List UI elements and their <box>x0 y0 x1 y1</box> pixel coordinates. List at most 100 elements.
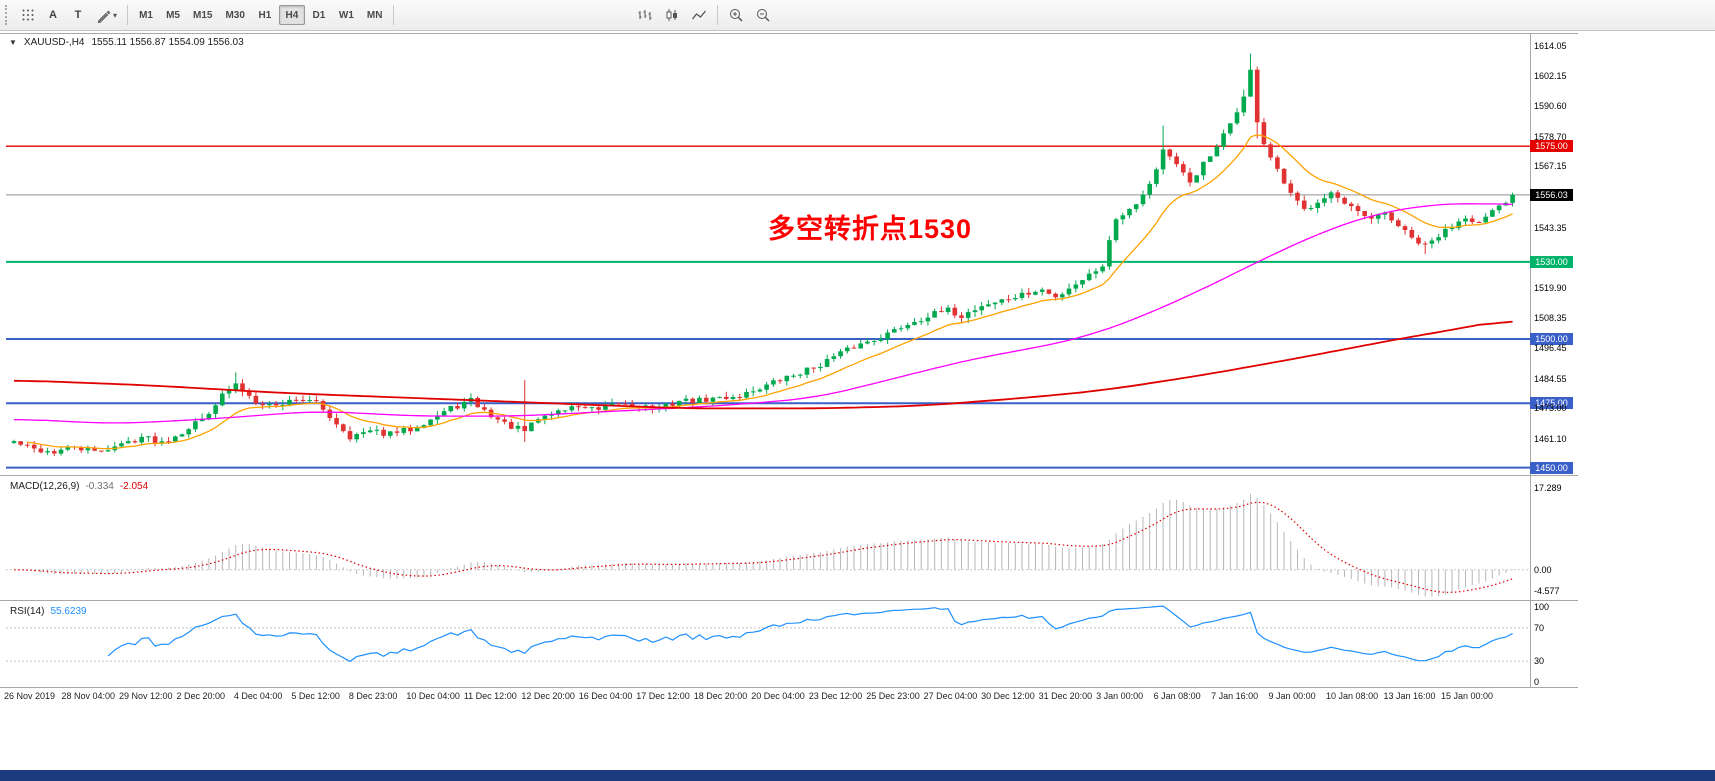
toolbar: A T ▾ M1 M5 M15 M30 H1 H4 D1 W1 MN <box>0 0 1715 31</box>
timeframe-m15-button[interactable]: M15 <box>193 9 213 21</box>
candle-body <box>569 406 575 411</box>
candle-body <box>804 367 810 375</box>
candle-body <box>347 431 353 440</box>
candle-body <box>616 403 622 405</box>
candle-body <box>912 322 917 325</box>
timeframe-d1-button[interactable]: D1 <box>312 9 326 21</box>
moving-averages-group <box>13 134 1513 450</box>
candle-body <box>220 393 225 406</box>
bar-chart-button[interactable] <box>632 4 658 26</box>
candle-body <box>831 356 837 359</box>
candle-body <box>1476 222 1482 223</box>
candle-body <box>952 307 958 316</box>
candle-body <box>925 317 931 322</box>
symbol-dropdown-icon[interactable]: ▼ <box>9 38 17 47</box>
timeframe-mn-button[interactable]: MN <box>366 9 383 21</box>
candle-body <box>690 398 695 403</box>
candle-body <box>246 391 252 396</box>
candle-body <box>824 359 830 367</box>
macd-main-value: -0.334 <box>85 481 114 492</box>
candle-body <box>1120 215 1126 220</box>
candle-body <box>1013 298 1018 300</box>
timeframe-m5-button[interactable]: M5 <box>166 9 180 21</box>
candle-body <box>972 310 978 313</box>
zoom-out-icon <box>757 9 771 22</box>
candle-body <box>367 430 373 433</box>
candle-body <box>871 341 877 342</box>
candle-body <box>1261 122 1267 145</box>
timeframe-h1-button[interactable]: H1 <box>258 9 272 21</box>
snap-grid-button[interactable] <box>16 4 40 26</box>
macd-signal-line <box>13 501 1513 593</box>
candle-body <box>1436 237 1441 241</box>
candle-body <box>623 403 628 405</box>
candle-body <box>1268 144 1273 158</box>
zoom-out-button[interactable] <box>750 4 776 26</box>
ma-slow-line <box>13 320 1513 410</box>
candle-body <box>1100 266 1105 272</box>
candle-body <box>629 403 635 407</box>
candle-body <box>556 410 561 415</box>
candle-body <box>1342 197 1347 204</box>
candle-body <box>206 413 212 419</box>
candle-body <box>959 315 964 318</box>
symbol-label: XAUUSD-,H4 <box>23 37 85 48</box>
candle-body <box>750 391 756 393</box>
candle-body <box>1026 292 1031 295</box>
candle-body <box>992 302 998 305</box>
candle-body <box>683 398 689 401</box>
candle-body <box>253 395 259 404</box>
candle-body <box>455 406 460 409</box>
insert-text-button[interactable]: A <box>49 9 57 21</box>
candle-body <box>549 414 554 416</box>
candle-body <box>932 311 937 318</box>
candlestick-chart-button[interactable] <box>659 4 685 26</box>
timeframe-m30-button[interactable]: M30 <box>225 9 245 21</box>
candle-body <box>999 299 1005 303</box>
candle-body <box>1093 271 1099 274</box>
candle-body <box>1322 198 1327 203</box>
candle-body <box>582 407 588 409</box>
candle-body <box>25 444 30 446</box>
candle-body <box>166 441 171 443</box>
toolbar-drag-handle[interactable] <box>5 5 10 25</box>
text-label-button[interactable]: T <box>74 9 82 21</box>
candle-body <box>193 421 198 430</box>
bottom-bar <box>0 770 1715 781</box>
candle-body <box>1254 69 1260 123</box>
candle-body <box>1328 192 1334 199</box>
candle-body <box>1019 292 1025 298</box>
candle-body <box>609 403 615 406</box>
chart-annotation-text[interactable]: 多空转折点1530 <box>768 214 973 244</box>
candle-body <box>797 374 803 376</box>
chevron-down-icon: ▾ <box>113 10 118 20</box>
candle-body <box>502 419 507 422</box>
candle-body <box>697 397 702 403</box>
candle-body <box>1046 289 1052 294</box>
candle-body <box>1449 228 1455 229</box>
candle-body <box>31 444 37 449</box>
candle-body <box>865 341 870 344</box>
candle-body <box>851 347 857 349</box>
candle-body <box>737 397 743 398</box>
timeframe-w1-button[interactable]: W1 <box>338 9 354 21</box>
candle-body <box>1335 192 1341 198</box>
candle-body <box>38 448 44 453</box>
candle-body <box>388 431 393 436</box>
timeframe-h4-button[interactable]: H4 <box>278 5 305 25</box>
zoom-in-button[interactable] <box>723 4 749 26</box>
candle-body <box>1422 243 1428 245</box>
candle-body <box>1214 146 1220 157</box>
candle-body <box>529 422 534 432</box>
timeframe-m1-button[interactable]: M1 <box>139 9 153 21</box>
candle-body <box>1443 228 1448 238</box>
drawing-tools-dropdown[interactable]: ▾ <box>91 4 122 26</box>
candle-body <box>11 441 17 443</box>
candle-body <box>267 403 272 406</box>
candle-body <box>838 351 843 357</box>
line-chart-button[interactable] <box>686 4 712 26</box>
candle-body <box>1409 230 1415 238</box>
candle-body <box>226 390 232 394</box>
